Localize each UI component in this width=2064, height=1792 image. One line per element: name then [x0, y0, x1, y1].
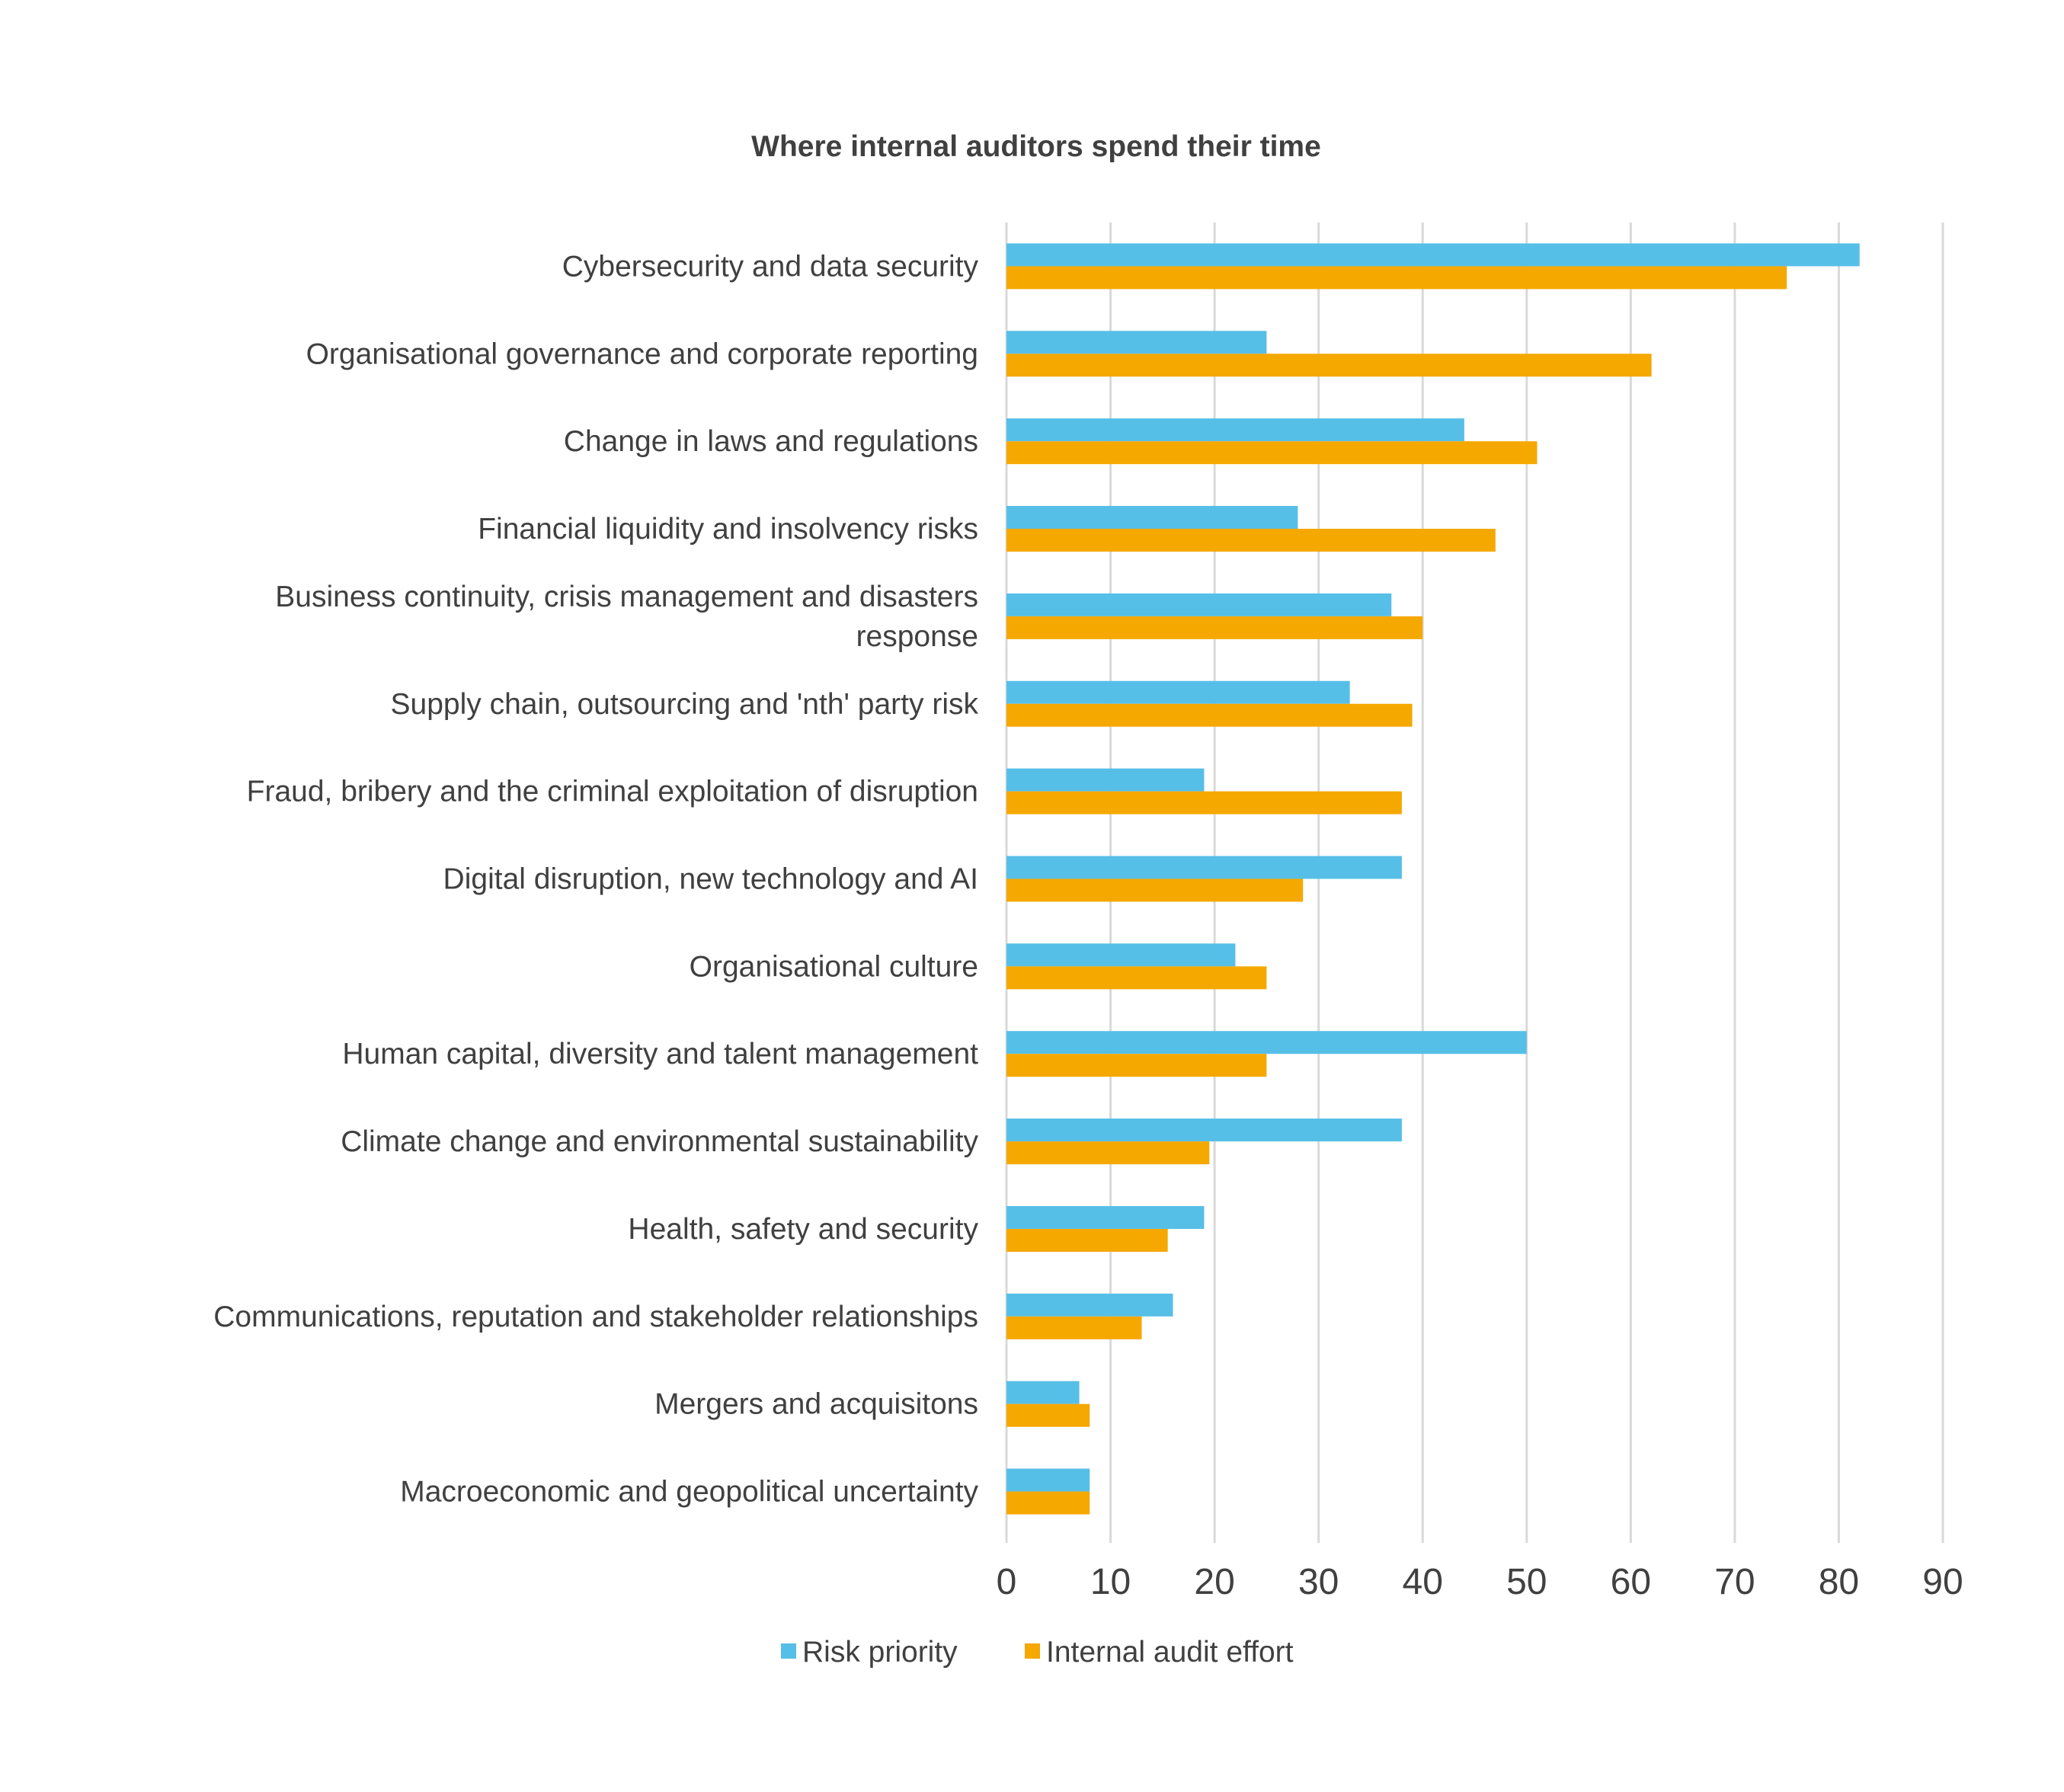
bar-risk-priority — [1006, 1031, 1527, 1054]
x-tick-label: 0 — [997, 1562, 1017, 1602]
bar-internal-audit-effort — [1006, 966, 1267, 990]
chart-title: Where internal auditors spend their time — [751, 130, 1321, 163]
bar-risk-priority — [1006, 1293, 1173, 1317]
category-label: Business continuity, crisis management a… — [275, 581, 978, 653]
category-label: Human capital, diversity and talent mana… — [342, 1038, 978, 1070]
category-label: Organisational culture — [690, 950, 978, 983]
bar-internal-audit-effort — [1006, 703, 1413, 727]
x-tick-label: 40 — [1403, 1562, 1443, 1602]
bar-risk-priority — [1006, 680, 1350, 704]
legend-label: Risk priority — [802, 1636, 958, 1669]
bar-risk-priority — [1006, 243, 1860, 267]
bar-risk-priority — [1006, 506, 1298, 530]
category-label: Cybersecurity and data security — [562, 250, 979, 283]
category-label: Communications, reputation and stakehold… — [213, 1301, 978, 1333]
bar-internal-audit-effort — [1006, 1491, 1090, 1515]
category-label: Digital disruption, new technology and A… — [443, 863, 978, 896]
bar-internal-audit-effort — [1006, 1054, 1267, 1077]
category-label: Climate change and environmental sustain… — [341, 1125, 978, 1158]
legend-swatch — [1025, 1643, 1040, 1659]
x-tick-label: 80 — [1819, 1562, 1859, 1602]
bar-internal-audit-effort — [1006, 1228, 1168, 1252]
x-tick-label: 20 — [1194, 1562, 1234, 1602]
bar-risk-priority — [1006, 856, 1402, 879]
category-label: Fraud, bribery and the criminal exploita… — [247, 776, 978, 808]
x-tick-label: 90 — [1922, 1562, 1963, 1602]
category-label: Change in laws and regulations — [564, 425, 978, 458]
x-tick-label: 70 — [1714, 1562, 1755, 1602]
bar-internal-audit-effort — [1006, 616, 1423, 639]
x-tick-label: 10 — [1090, 1562, 1131, 1602]
bar-risk-priority — [1006, 943, 1236, 967]
bar-internal-audit-effort — [1006, 1141, 1210, 1165]
x-tick-label: 60 — [1611, 1562, 1651, 1602]
legend-swatch — [781, 1643, 796, 1659]
x-tick-label: 30 — [1298, 1562, 1339, 1602]
x-tick-label: 50 — [1506, 1562, 1547, 1602]
category-label: Mergers and acquisitons — [654, 1388, 978, 1421]
bar-risk-priority — [1006, 1205, 1205, 1229]
category-label: Organisational governance and corporate … — [306, 338, 978, 370]
bar-internal-audit-effort — [1006, 354, 1652, 377]
bar-internal-audit-effort — [1006, 1316, 1142, 1339]
category-label: Health, safety and security — [628, 1213, 978, 1246]
bar-internal-audit-effort — [1006, 529, 1496, 552]
bar-internal-audit-effort — [1006, 791, 1402, 814]
legend-label: Internal audit effort — [1046, 1636, 1294, 1669]
bar-risk-priority — [1006, 593, 1392, 616]
bar-risk-priority — [1006, 1381, 1080, 1404]
category-label: Financial liquidity and insolvency risks — [478, 513, 978, 546]
bar-risk-priority — [1006, 1468, 1090, 1492]
bar-risk-priority — [1006, 768, 1205, 792]
bar-risk-priority — [1006, 331, 1267, 354]
legend: Risk priority Internal audit effort — [781, 1636, 1294, 1669]
bar-risk-priority — [1006, 418, 1464, 442]
category-label: Supply chain, outsourcing and 'nth' part… — [391, 688, 979, 721]
bar-risk-priority — [1006, 1118, 1402, 1142]
bar-internal-audit-effort — [1006, 266, 1787, 290]
bar-internal-audit-effort — [1006, 441, 1538, 465]
category-label: Macroeconomic and geopolitical uncertain… — [400, 1476, 978, 1509]
bar-internal-audit-effort — [1006, 1403, 1090, 1427]
bar-internal-audit-effort — [1006, 878, 1304, 902]
